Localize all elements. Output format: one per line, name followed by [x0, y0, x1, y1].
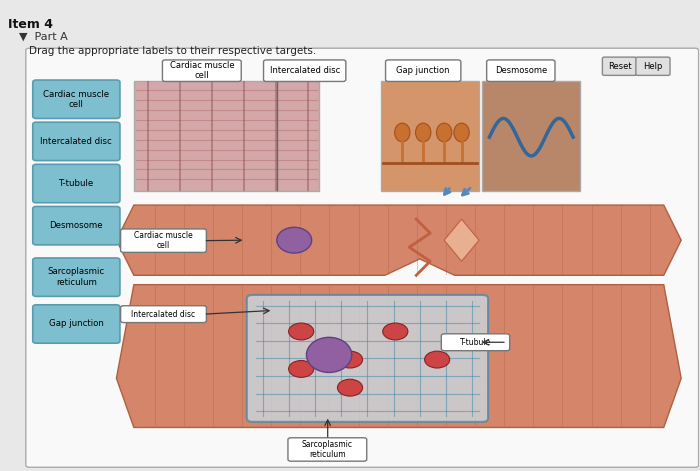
Ellipse shape — [395, 123, 410, 142]
FancyBboxPatch shape — [120, 306, 206, 323]
FancyBboxPatch shape — [33, 258, 120, 296]
Text: Desmosome: Desmosome — [50, 221, 103, 230]
Text: Gap junction: Gap junction — [396, 66, 450, 75]
Text: Intercalated disc: Intercalated disc — [132, 309, 195, 319]
Text: Cardiac muscle
cell: Cardiac muscle cell — [169, 61, 235, 81]
Circle shape — [337, 379, 363, 396]
FancyBboxPatch shape — [134, 81, 318, 191]
Polygon shape — [444, 219, 479, 261]
Text: Gap junction: Gap junction — [49, 319, 104, 328]
Ellipse shape — [437, 123, 452, 142]
Ellipse shape — [416, 123, 431, 142]
Text: T-tubule: T-tubule — [460, 338, 491, 347]
Ellipse shape — [276, 227, 312, 253]
FancyBboxPatch shape — [33, 164, 120, 203]
FancyBboxPatch shape — [33, 305, 120, 343]
FancyBboxPatch shape — [486, 60, 555, 81]
Text: Drag the appropriate labels to their respective targets.: Drag the appropriate labels to their res… — [29, 46, 316, 56]
Text: ▼  Part A: ▼ Part A — [19, 32, 68, 42]
Text: Sarcoplasmic
reticulum: Sarcoplasmic reticulum — [302, 440, 353, 459]
Circle shape — [288, 323, 314, 340]
Text: Help: Help — [643, 62, 663, 71]
FancyBboxPatch shape — [33, 206, 120, 245]
Text: T-tubule: T-tubule — [59, 179, 94, 188]
FancyBboxPatch shape — [120, 229, 206, 252]
Polygon shape — [116, 284, 681, 428]
Text: Desmosome: Desmosome — [495, 66, 547, 75]
Circle shape — [337, 351, 363, 368]
FancyBboxPatch shape — [441, 334, 510, 351]
Ellipse shape — [454, 123, 469, 142]
Text: Cardiac muscle
cell: Cardiac muscle cell — [134, 231, 193, 251]
FancyBboxPatch shape — [162, 60, 242, 81]
FancyBboxPatch shape — [603, 57, 636, 75]
FancyBboxPatch shape — [482, 81, 580, 191]
FancyBboxPatch shape — [382, 81, 479, 191]
FancyBboxPatch shape — [288, 438, 367, 461]
Text: Sarcoplasmic
reticulum: Sarcoplasmic reticulum — [48, 268, 105, 287]
FancyBboxPatch shape — [263, 60, 346, 81]
Text: Intercalated disc: Intercalated disc — [270, 66, 340, 75]
Polygon shape — [116, 205, 681, 275]
Text: Item 4: Item 4 — [8, 18, 53, 31]
FancyBboxPatch shape — [636, 57, 670, 75]
FancyBboxPatch shape — [33, 122, 120, 161]
Text: Cardiac muscle
cell: Cardiac muscle cell — [43, 89, 109, 109]
FancyBboxPatch shape — [386, 60, 461, 81]
Text: Intercalated disc: Intercalated disc — [41, 137, 112, 146]
FancyBboxPatch shape — [247, 295, 488, 422]
FancyBboxPatch shape — [33, 80, 120, 118]
FancyBboxPatch shape — [26, 48, 699, 467]
Ellipse shape — [307, 337, 351, 373]
Circle shape — [383, 323, 408, 340]
Circle shape — [288, 360, 314, 377]
Circle shape — [425, 351, 449, 368]
Text: Reset: Reset — [608, 62, 631, 71]
